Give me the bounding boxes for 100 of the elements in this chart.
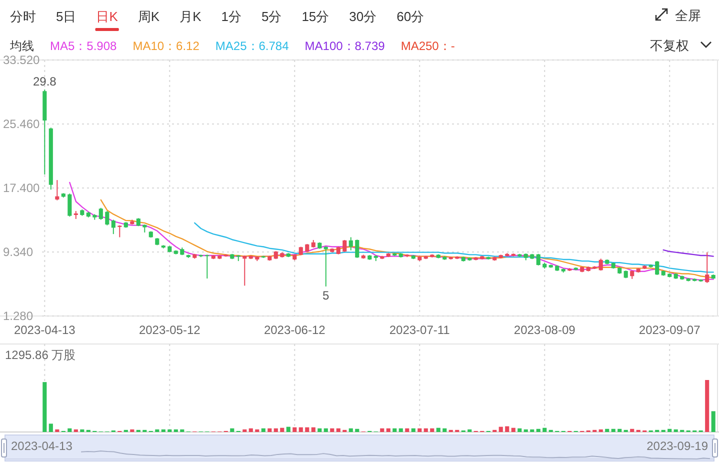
bar [55, 429, 60, 432]
annotation: 2023-04-13 [11, 439, 73, 454]
y-tick-label: 25.460 [3, 117, 40, 132]
bar [386, 428, 390, 432]
bar [418, 428, 422, 432]
bar [298, 427, 303, 432]
bar [161, 429, 166, 432]
legend-label: MA250：- [400, 39, 455, 53]
bar [536, 428, 540, 432]
bar [530, 429, 534, 432]
bar [611, 428, 616, 432]
bar [380, 428, 384, 432]
bar [130, 429, 134, 432]
bar [292, 427, 297, 432]
category-label: 60分 [396, 9, 424, 24]
bar [155, 429, 160, 432]
bar [605, 428, 610, 432]
x-tick-label: 2023-04-13 [14, 323, 76, 337]
bar [705, 380, 710, 432]
bar [668, 428, 672, 432]
text: 不复权 [650, 38, 689, 53]
bar [398, 428, 403, 432]
x-tick-label: 2023-09-07 [638, 323, 701, 337]
text: MA100：8.739 [304, 39, 386, 53]
bar [505, 426, 510, 432]
bar [280, 428, 284, 432]
bar [348, 428, 353, 432]
bar [318, 428, 322, 432]
category-label: 月K [180, 9, 202, 24]
category-label: 5日 [56, 9, 76, 24]
text: MA10：6.12 [132, 39, 200, 53]
annotation: 29.8 [32, 74, 57, 89]
candlestick [111, 219, 116, 235]
bar [436, 428, 440, 432]
bar [42, 382, 47, 432]
text: 1295.86 万股 [5, 348, 76, 362]
line-series [662, 249, 714, 257]
category-label: 15分 [302, 9, 330, 24]
bar [274, 428, 278, 432]
y-tick-label: 17.400 [3, 181, 40, 196]
bar [248, 428, 253, 432]
bar [524, 429, 528, 432]
bar [68, 428, 72, 432]
bar [48, 424, 53, 432]
bar [324, 428, 328, 432]
bar [355, 428, 360, 432]
bar [498, 426, 503, 432]
text: MA5：5.908 [50, 39, 118, 53]
category-label: 分时 [10, 9, 36, 24]
candlestick [105, 210, 110, 226]
candlestick [98, 207, 103, 220]
bar [174, 429, 178, 432]
bar [330, 428, 334, 432]
category-label: 周K [138, 9, 160, 24]
candlestick [348, 236, 353, 251]
bar [542, 428, 547, 432]
bar [74, 429, 78, 432]
bar [598, 429, 603, 432]
candlestick [355, 239, 360, 258]
candlestick [205, 254, 210, 280]
bar [405, 428, 410, 432]
category-label: 1分 [221, 9, 242, 24]
candlestick [705, 252, 710, 284]
legend-title: 均线 [9, 39, 34, 53]
y-tick-label: 9.340 [3, 245, 34, 260]
bar [311, 427, 316, 432]
bar [411, 428, 416, 432]
bar [392, 428, 397, 432]
x-tick-label: 2023-05-12 [138, 323, 201, 337]
bar [80, 429, 84, 432]
bar [442, 428, 447, 432]
candlestick [598, 258, 603, 272]
bar [630, 428, 634, 432]
bar [286, 426, 290, 432]
bar [468, 429, 472, 432]
category-label: 5分 [261, 9, 282, 24]
bar [261, 428, 266, 432]
bar [230, 428, 234, 432]
bar [511, 428, 516, 432]
bar [255, 429, 260, 432]
bar [180, 429, 184, 432]
bar [168, 429, 172, 432]
bar [674, 429, 678, 432]
line-series [69, 182, 714, 281]
candlestick [55, 180, 60, 201]
candlestick [68, 193, 72, 218]
bar [618, 428, 622, 432]
bar [518, 428, 522, 432]
bar [242, 429, 247, 432]
annotation: 5 [322, 288, 330, 302]
candlestick [536, 253, 540, 266]
bar [268, 428, 272, 432]
x-tick-label: 2023-07-11 [389, 323, 450, 337]
category-label: 日K [96, 9, 118, 24]
bar [711, 411, 716, 432]
y-tick-label: 1.280 [3, 309, 34, 324]
bar [430, 428, 434, 432]
annotation: 2023-09-19 [646, 439, 708, 454]
bar [336, 428, 340, 432]
x-tick-label: 2023-08-09 [514, 323, 576, 337]
